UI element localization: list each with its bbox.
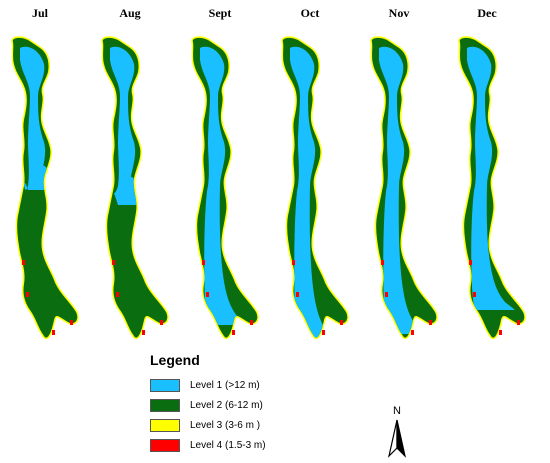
level-4-speck <box>26 292 29 297</box>
lakes-layer <box>11 36 526 340</box>
level-4-speck <box>116 292 119 297</box>
level-1-area <box>200 46 248 325</box>
legend-item-level-4: Level 4 (1.5-3 m) <box>150 439 340 453</box>
lake-map-nov <box>370 36 438 340</box>
level-4-speck <box>206 292 209 297</box>
level-1-area <box>467 46 515 310</box>
level-4-speck <box>517 320 520 325</box>
level-4-speck <box>469 260 472 265</box>
level-4-speck <box>340 320 343 325</box>
level-1-area <box>379 46 427 334</box>
lake-maps <box>11 36 526 340</box>
legend-item-level-1: Level 1 (>12 m) <box>150 379 340 393</box>
legend-label-level-3: Level 3 (3-6 m ) <box>190 420 261 431</box>
lake-map-jul <box>11 36 79 340</box>
level-4-speck <box>322 330 325 335</box>
level-4-speck <box>52 330 55 335</box>
month-title-oct: Oct <box>300 6 320 20</box>
legend-label-level-1: Level 1 (>12 m) <box>190 380 260 391</box>
north-arrow-icon <box>387 419 407 458</box>
month-title-dec: Dec <box>477 6 497 20</box>
month-title-aug: Aug <box>119 6 141 20</box>
legend-item-level-3: Level 3 (3-6 m ) <box>150 419 340 433</box>
legend: Legend Level 1 (>12 m) Level 2 (6-12 m) … <box>140 352 340 457</box>
level-4-speck <box>292 260 295 265</box>
level-4-speck <box>22 260 25 265</box>
level-4-speck <box>499 330 502 335</box>
level-1-area <box>110 46 158 205</box>
month-title-nov: Nov <box>388 6 410 20</box>
legend-swatch-level-2 <box>150 399 180 412</box>
level-4-speck <box>160 320 163 325</box>
legend-label-level-2: Level 2 (6-12 m) <box>190 400 263 411</box>
level-4-speck <box>296 292 299 297</box>
lake-map-sept <box>191 36 259 340</box>
lake-map-oct <box>281 36 349 340</box>
legend-swatch-level-3 <box>150 419 180 432</box>
level-4-speck <box>112 260 115 265</box>
level-4-speck <box>202 260 205 265</box>
level-4-speck <box>381 260 384 265</box>
north-label: N <box>393 405 401 417</box>
level-4-speck <box>70 320 73 325</box>
legend-title: Legend <box>150 352 200 368</box>
month-title-sept: Sept <box>208 6 232 20</box>
level-4-speck <box>411 330 414 335</box>
level-1-area <box>290 46 338 338</box>
north-arrow: N <box>382 405 412 460</box>
level-4-speck <box>385 292 388 297</box>
lake-map-aug <box>101 36 169 340</box>
level-4-speck <box>429 320 432 325</box>
legend-swatch-level-4 <box>150 439 180 452</box>
month-title-jul: Jul <box>31 6 48 20</box>
level-4-speck <box>250 320 253 325</box>
legend-item-level-2: Level 2 (6-12 m) <box>150 399 340 413</box>
level-4-speck <box>142 330 145 335</box>
level-1-area <box>20 46 68 190</box>
lake-map-dec <box>458 36 526 340</box>
level-4-speck <box>232 330 235 335</box>
level-4-speck <box>473 292 476 297</box>
legend-swatch-level-1 <box>150 379 180 392</box>
legend-label-level-4: Level 4 (1.5-3 m) <box>190 440 266 451</box>
